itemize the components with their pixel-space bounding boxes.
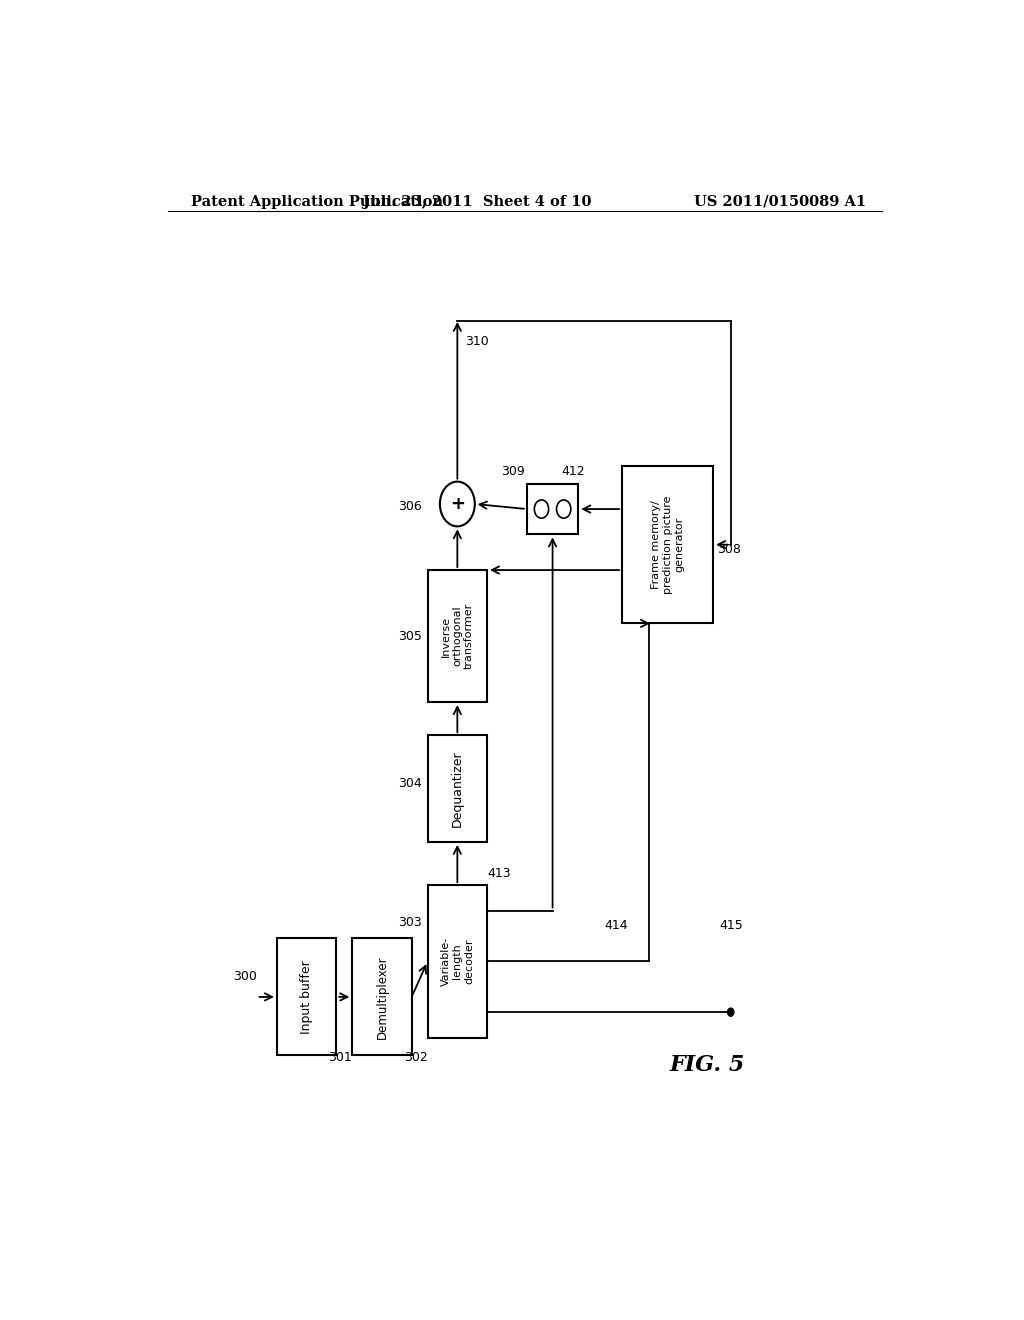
Text: Demultiplexer: Demultiplexer [376,956,388,1039]
Text: 415: 415 [719,919,743,932]
Text: 413: 413 [487,867,511,880]
Text: 414: 414 [604,919,628,932]
Text: FIG. 5: FIG. 5 [670,1055,745,1076]
Bar [526,483,579,535]
Text: US 2011/0150089 A1: US 2011/0150089 A1 [694,195,866,209]
Bar [352,939,412,1056]
Text: 305: 305 [397,630,422,643]
Text: 301: 301 [328,1051,351,1064]
Text: +: + [450,495,465,513]
Text: Variable-
length
decoder: Variable- length decoder [440,937,474,986]
Bar [428,886,487,1038]
Text: 310: 310 [465,335,489,348]
Bar [428,735,487,842]
Bar [622,466,714,623]
Text: Patent Application Publication: Patent Application Publication [191,195,443,209]
Text: 304: 304 [398,777,422,789]
Bar [428,570,487,702]
Text: Input buffer: Input buffer [300,960,313,1034]
Text: 300: 300 [232,970,257,983]
Text: Frame memory/
prediction picture
generator: Frame memory/ prediction picture generat… [651,495,684,594]
Text: Inverse
orthogonal
transformer: Inverse orthogonal transformer [440,603,474,669]
Text: 309: 309 [501,465,524,478]
Text: Dequantizer: Dequantizer [451,750,464,826]
Circle shape [728,1008,734,1016]
Text: 302: 302 [404,1051,428,1064]
Text: Jun. 23, 2011  Sheet 4 of 10: Jun. 23, 2011 Sheet 4 of 10 [362,195,592,209]
Text: 306: 306 [398,499,422,512]
Text: 303: 303 [398,916,422,929]
Text: 412: 412 [561,465,585,478]
Text: 308: 308 [717,544,740,556]
Bar [276,939,336,1056]
